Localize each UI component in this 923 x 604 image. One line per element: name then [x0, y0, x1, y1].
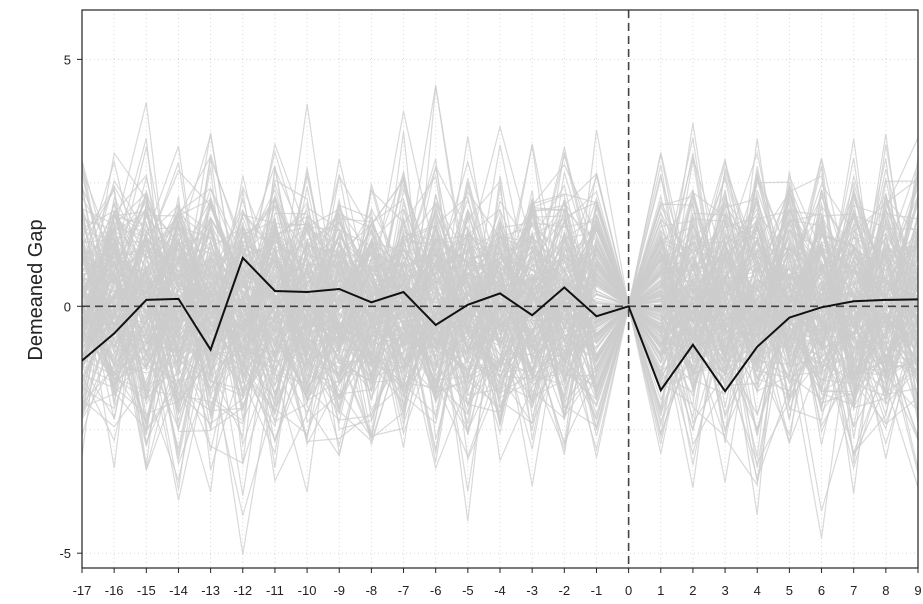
placebo-line: [81, 102, 919, 441]
placebo-line: [81, 198, 919, 447]
x-tick-label: 8: [882, 583, 889, 598]
x-tick-label: -17: [73, 583, 92, 598]
placebo-line: [81, 190, 919, 437]
placebo-line: [81, 175, 919, 493]
placebo-line: [81, 190, 919, 429]
x-tick-label: -13: [201, 583, 220, 598]
y-axis-title: Demeaned Gap: [25, 219, 47, 360]
x-tick-label: -3: [526, 583, 538, 598]
placebo-line: [81, 221, 919, 445]
placebo-line: [81, 147, 919, 425]
x-tick-label: -12: [233, 583, 252, 598]
x-tick-label: -15: [137, 583, 156, 598]
x-tick-label: 5: [786, 583, 793, 598]
x-tick-label: 2: [689, 583, 696, 598]
x-tick-label: 9: [914, 583, 921, 598]
x-tick-label: -2: [559, 583, 571, 598]
x-tick-label: -6: [430, 583, 442, 598]
x-tick-label: -5: [462, 583, 474, 598]
x-tick-label: 1: [657, 583, 664, 598]
placebo-line: [81, 165, 919, 436]
x-tick-label: -10: [298, 583, 317, 598]
placebo-lines: [81, 85, 919, 555]
x-tick-label: 0: [625, 583, 632, 598]
x-tick-label: -1: [591, 583, 603, 598]
placebo-line: [81, 85, 919, 419]
x-tick-label: -4: [494, 583, 506, 598]
x-tick-label: -7: [398, 583, 410, 598]
placebo-line: [81, 144, 919, 446]
y-axis: -5 0 5: [59, 52, 82, 561]
x-tick-label: 3: [721, 583, 728, 598]
placebo-line: [81, 174, 919, 494]
placebo-line: [81, 230, 919, 488]
y-tick-label: 0: [64, 299, 71, 314]
main-series-line: [81, 256, 919, 393]
x-axis: -17 -16 -15 -14 -13 -12 -11 -10 -9 -8 -7 -6 -5 -4 -3 -2…: [73, 568, 922, 598]
x-tick-label: 7: [850, 583, 857, 598]
x-tick-label: 6: [818, 583, 825, 598]
x-tick-label: 4: [754, 583, 761, 598]
placebo-line: [81, 154, 919, 456]
y-tick-label: 5: [64, 52, 71, 67]
x-tick-label: -8: [366, 583, 378, 598]
y-tick-label: -5: [59, 546, 71, 561]
x-tick-label: -14: [169, 583, 188, 598]
reference-lines: [82, 10, 918, 568]
x-tick-label: -9: [333, 583, 345, 598]
x-tick-label: -11: [266, 583, 284, 598]
placebo-line: [81, 152, 919, 420]
placebo-line: [81, 195, 919, 390]
placebo-line: [81, 150, 919, 421]
placebo-line: [81, 158, 919, 435]
x-tick-label: -16: [105, 583, 124, 598]
main-series: [81, 256, 919, 393]
